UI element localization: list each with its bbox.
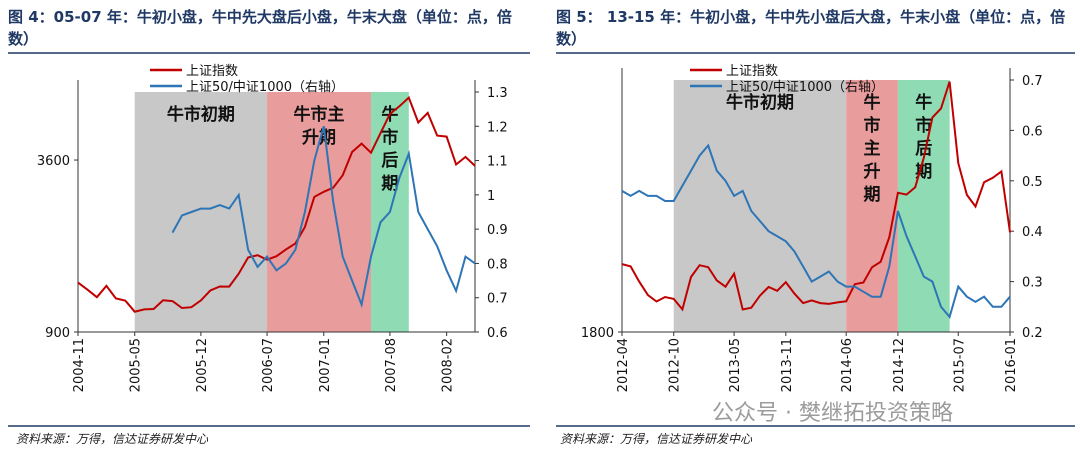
y2-tick-label: 0.9 <box>487 223 508 238</box>
x-tick-label: 2006-07 <box>261 338 276 392</box>
x-tick-label: 2014-06 <box>840 338 855 392</box>
region-label-line: 牛 <box>915 92 932 113</box>
shaded-region <box>267 92 372 332</box>
source-note: 资料来源：万得，信达证券研发中心 <box>560 432 753 446</box>
region-label: 牛市主升期 <box>864 92 881 205</box>
x-tick-label: 2012-04 <box>616 338 631 392</box>
region-label-line: 升 <box>864 162 881 182</box>
x-tick-label: 2005-05 <box>129 338 144 392</box>
x-tick-label: 2005-12 <box>195 338 210 392</box>
region-label-line: 牛市主 <box>294 104 345 125</box>
chart-title: 图 4：05-07 年：牛初小盘，牛中先大盘后小盘，牛末大盘（单位：点，倍数） <box>8 8 512 48</box>
x-tick-label: 2015-07 <box>952 338 967 392</box>
region-label: 牛市初期 <box>726 92 794 113</box>
y2-tick-label: 0.6 <box>487 326 508 341</box>
region-label: 牛市初期 <box>167 104 235 125</box>
y2-tick-label: 0.6 <box>1022 124 1043 139</box>
shaded-region <box>134 92 268 332</box>
y2-tick-label: 1.2 <box>487 120 508 135</box>
source-note: 资料来源：万得，信达证券研发中心 <box>16 432 209 446</box>
region-label-line: 牛市初期 <box>726 92 794 113</box>
x-tick-label: 2013-11 <box>780 338 795 392</box>
x-tick-label: 2007-01 <box>318 338 333 392</box>
x-tick-label: 2008-02 <box>441 338 456 392</box>
region-label-line: 期 <box>381 174 398 194</box>
y2-tick-label: 1 <box>487 189 495 204</box>
y-tick-label: 1800 <box>581 326 614 341</box>
region-label-line: 牛市初期 <box>167 104 235 125</box>
legend-label: 上证50/中证1000（右轴） <box>186 80 344 95</box>
legend-label: 上证指数 <box>186 64 238 79</box>
region-label-line: 后 <box>915 139 932 159</box>
x-tick-label: 2013-05 <box>728 338 743 392</box>
legend-label: 上证指数 <box>726 64 778 79</box>
region-label: 牛市后期 <box>381 104 398 194</box>
y2-tick-label: 0.7 <box>487 292 508 307</box>
legend-label: 上证50/中证1000（右轴） <box>726 80 884 95</box>
series-line <box>77 95 476 313</box>
y2-tick-label: 0.2 <box>1022 326 1043 341</box>
y2-tick-label: 1.3 <box>487 86 508 101</box>
watermark: 公众号 · 樊继拓投资策略 <box>712 401 953 426</box>
y-tick-label: 900 <box>45 326 70 341</box>
y2-tick-label: 0.4 <box>1022 225 1043 240</box>
series-line <box>171 126 476 309</box>
region-label-line: 市 <box>915 115 932 136</box>
region-label-line: 市 <box>381 127 398 148</box>
y2-tick-label: 0.7 <box>1022 74 1043 89</box>
series-line <box>621 81 1011 312</box>
region-label: 牛市主升期 <box>294 104 345 148</box>
y2-tick-label: 0.5 <box>1022 175 1043 190</box>
shaded-region <box>897 80 950 332</box>
x-tick-label: 2016-01 <box>1004 338 1019 392</box>
region-label-line: 后 <box>381 151 398 171</box>
region-label-line: 市 <box>864 115 881 136</box>
region-label-line: 期 <box>915 162 932 182</box>
x-tick-label: 2004-11 <box>72 338 87 392</box>
chart-title: 图 5： 13-15 年：牛初小盘，牛中先小盘后大盘，牛末小盘（单位：点，倍数） <box>556 8 1066 48</box>
shaded-region <box>846 80 898 332</box>
y2-tick-label: 1.1 <box>487 155 508 170</box>
region-label-line: 主 <box>864 138 881 159</box>
x-tick-label: 2014-12 <box>892 338 907 392</box>
y-tick-label: 3600 <box>37 154 70 169</box>
region-label-line: 牛 <box>864 92 881 113</box>
shaded-region <box>673 80 847 332</box>
y2-tick-label: 0.3 <box>1022 276 1043 291</box>
x-tick-label: 2007-08 <box>384 338 399 392</box>
region-label-line: 升期 <box>302 128 336 148</box>
x-tick-label: 2012-10 <box>668 338 683 392</box>
series-line <box>621 143 1011 319</box>
region-label: 牛市后期 <box>915 92 932 182</box>
region-label-line: 期 <box>864 185 881 205</box>
y2-tick-label: 0.8 <box>487 257 508 272</box>
